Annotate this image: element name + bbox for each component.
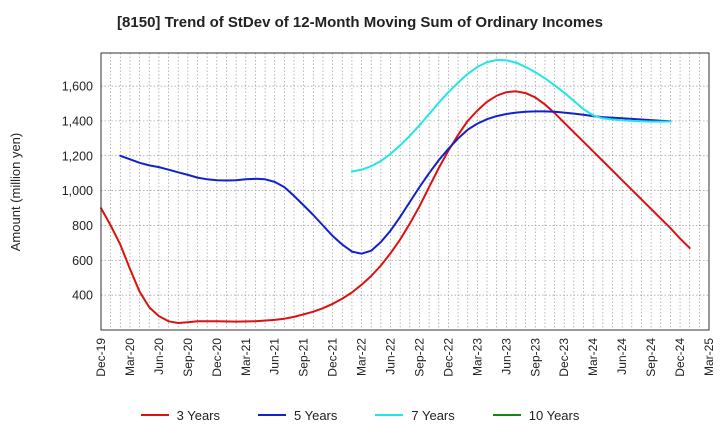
chart-title: [8150] Trend of StDev of 12-Month Moving… xyxy=(117,14,603,31)
x-tick-label: Mar-22 xyxy=(355,338,369,376)
legend-item-10-years: 10 Years xyxy=(492,407,580,423)
x-tick-label: Dec-23 xyxy=(557,338,571,377)
x-tick-label: Jun-20 xyxy=(152,338,166,375)
x-tick-labels: Dec-19 Mar-20 Jun-20 Sep-20 Dec-20 Mar-21 Jun-… xyxy=(94,338,716,377)
x-tick-label: Jun-22 xyxy=(384,338,398,375)
legend-item-7-years: 7 Years xyxy=(375,407,455,423)
legend-swatch-5-years xyxy=(258,414,286,416)
x-tick-label: Dec-19 xyxy=(94,338,108,377)
x-tick-label: Sep-21 xyxy=(297,338,311,377)
x-tick-label: Mar-20 xyxy=(123,338,137,376)
y-tick-label: 600 xyxy=(72,254,93,268)
legend-swatch-10-years xyxy=(492,414,521,416)
y-tick-label: 1,400 xyxy=(62,114,93,128)
x-tick-label: Mar-23 xyxy=(470,338,484,376)
grid-lines xyxy=(101,53,709,330)
x-tick-label: Jun-21 xyxy=(268,338,282,375)
legend-label-5-years: 5 Years xyxy=(294,407,338,423)
x-tick-label: Mar-21 xyxy=(239,338,253,376)
y-axis-label: Amount (million yen) xyxy=(8,133,23,252)
y-tick-label: 400 xyxy=(72,289,93,303)
series-line-7-years xyxy=(350,59,672,173)
x-tick-label: Dec-21 xyxy=(326,338,340,377)
x-tick-label: Sep-22 xyxy=(412,338,426,377)
x-tick-label: Dec-20 xyxy=(210,338,224,377)
legend-label-3-years: 3 Years xyxy=(176,407,220,423)
plot-frame xyxy=(100,52,710,331)
x-tick-label: Jun-23 xyxy=(499,338,513,375)
x-tick-label: Sep-24 xyxy=(644,338,658,377)
legend-swatch-3-years xyxy=(140,414,169,416)
legend-item-3-years: 3 Years xyxy=(140,407,220,423)
x-tick-label: Jun-24 xyxy=(615,338,629,375)
x-tick-label: Dec-24 xyxy=(673,338,687,377)
series-line-3-years xyxy=(100,90,691,324)
legend-swatch-7-years xyxy=(375,414,404,416)
legend-label-10-years: 10 Years xyxy=(528,407,580,423)
x-tick-label: Sep-23 xyxy=(528,338,542,377)
x-tick-label: Mar-25 xyxy=(702,338,716,376)
x-tick-label: Sep-20 xyxy=(181,338,195,377)
y-tick-label: 1,200 xyxy=(62,149,93,163)
legend-item-5-years: 5 Years xyxy=(258,408,337,423)
y-tick-label: 800 xyxy=(72,219,93,233)
y-tick-label: 1,000 xyxy=(62,184,93,198)
series-line-5-years xyxy=(119,110,672,255)
legend: 3 Years 5 Years 7 Years 10 Years xyxy=(0,404,720,426)
series-lines xyxy=(100,59,691,324)
y-tick-label: 1,600 xyxy=(62,80,93,94)
plot-background xyxy=(101,53,709,330)
y-tick-labels: 400 600 800 1,000 1,200 1,400 1,600 xyxy=(62,80,93,303)
x-tick-label: Dec-22 xyxy=(441,338,455,377)
x-tick-label: Mar-24 xyxy=(586,338,600,376)
legend-label-7-years: 7 Years xyxy=(411,407,455,423)
